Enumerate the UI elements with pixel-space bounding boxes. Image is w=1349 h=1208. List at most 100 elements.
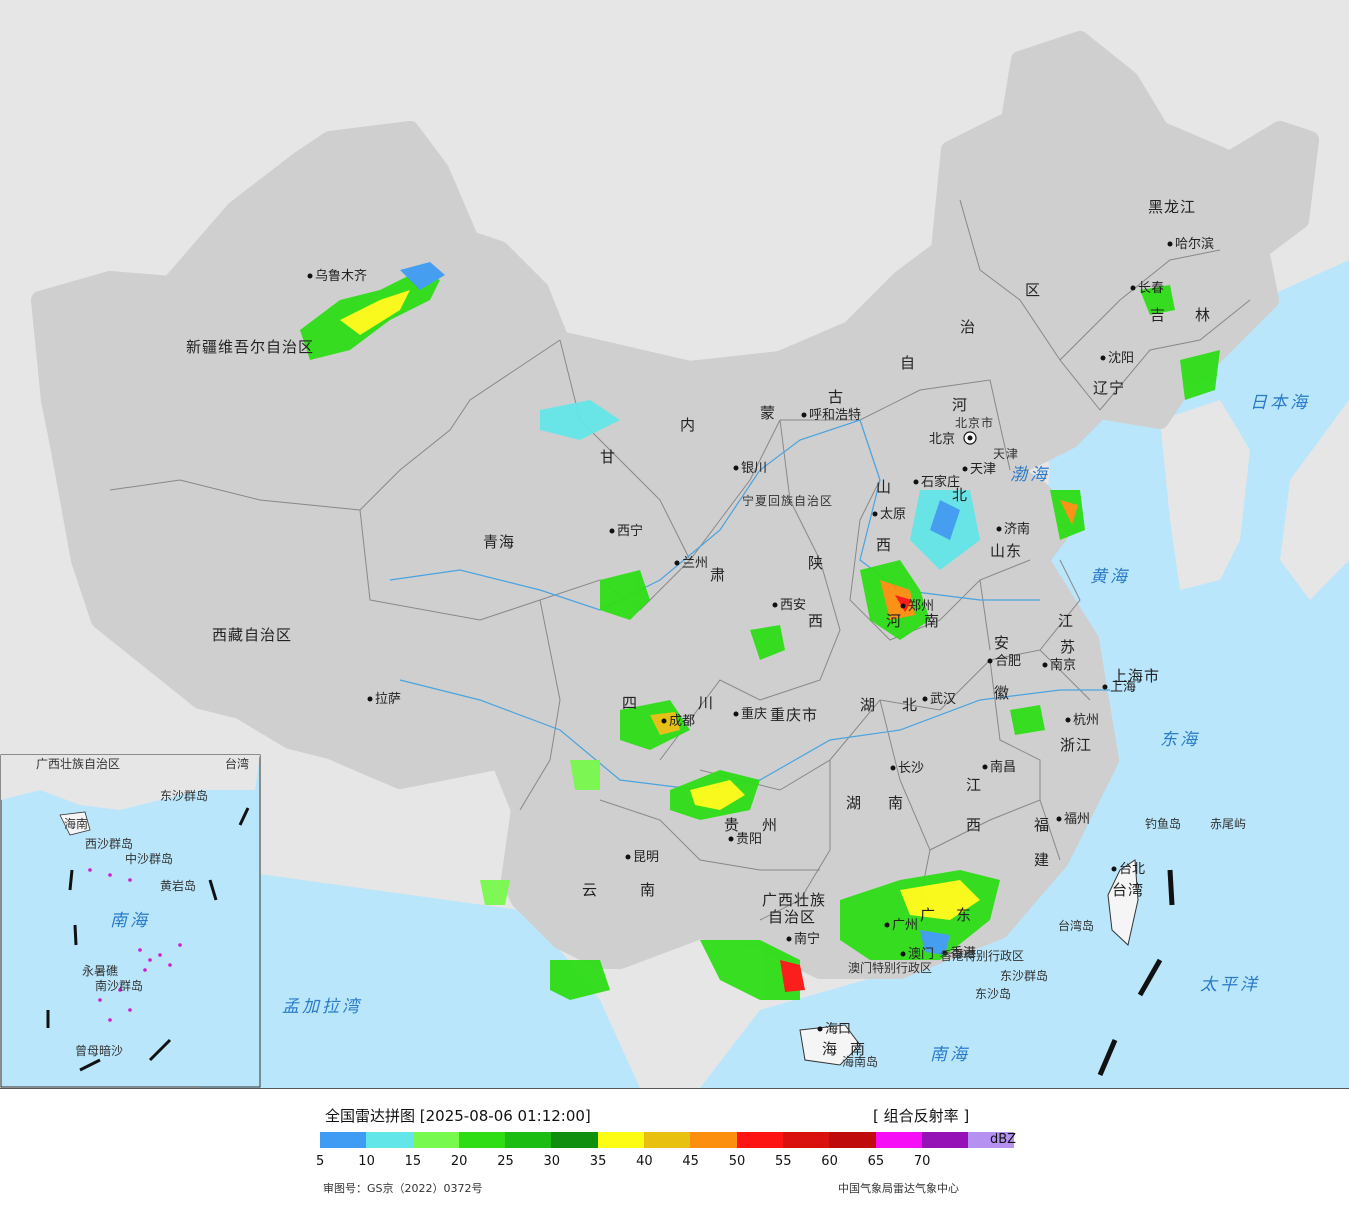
city-marker-icon	[962, 466, 968, 472]
prov-beijing: 北京市	[955, 415, 994, 430]
city-label: 天津	[970, 462, 996, 477]
city-label: 上海	[1110, 680, 1136, 695]
prov-nan: 南	[924, 612, 940, 630]
prov-bei2: 北	[902, 696, 918, 714]
prov-zhi: 治	[960, 318, 976, 336]
city-label: 沈阳	[1108, 351, 1134, 366]
prov-zi: 自	[900, 354, 916, 372]
scale-tick: 45	[682, 1154, 699, 1169]
city-label: 南京	[1050, 657, 1076, 673]
city-marker-icon	[609, 528, 615, 534]
prov-zizhiqu: 自治区	[768, 908, 816, 926]
city-label: 澳门	[908, 946, 934, 962]
legend-panel: 全国雷达拼图 [2025-08-06 01:12:00] [ 组合反射率 ] d…	[0, 1089, 1349, 1208]
city-label: 济南	[1004, 521, 1030, 537]
prov-taiwan: 台湾	[1112, 881, 1144, 899]
scale-tick: 35	[589, 1154, 607, 1169]
city-marker-icon	[1130, 285, 1136, 291]
city-marker-icon	[661, 718, 667, 724]
city-label: 合肥	[995, 654, 1021, 669]
city-marker-icon	[1056, 816, 1062, 822]
city-label: 西宁	[617, 523, 643, 539]
city-label: 西安	[780, 598, 806, 613]
island-diaoyu: 钓鱼岛	[1145, 816, 1181, 831]
scale-swatch	[829, 1132, 876, 1148]
sea-mengjialawan: 孟加拉湾	[282, 997, 362, 1017]
prov-su2: 苏	[1060, 638, 1076, 656]
city-label: 南昌	[990, 759, 1016, 775]
scale-swatch	[921, 1132, 969, 1148]
island-chiwei: 赤尾屿	[1210, 817, 1246, 831]
prov-xi3: 西	[966, 816, 982, 834]
city-label: 重庆	[741, 706, 767, 722]
prov-su: 肃	[710, 566, 726, 584]
scale-swatch	[320, 1132, 367, 1148]
prov-shanghai: 上海市	[1112, 667, 1160, 685]
prov-an: 安	[994, 634, 1010, 652]
city-label: 贵阳	[736, 832, 762, 847]
prov-zhejiang: 浙江	[1060, 736, 1092, 754]
sea-ribenhai: 日本海	[1250, 393, 1310, 413]
city-marker-icon	[367, 696, 373, 702]
city-label: 福州	[1064, 812, 1090, 827]
island-dongsha: 东沙岛	[975, 986, 1011, 1001]
city-label: 武汉	[930, 692, 956, 707]
inset-label-hainan: 海南	[64, 816, 88, 831]
prov-he2: 河	[886, 612, 902, 630]
prov-gui: 贵	[724, 816, 740, 834]
prov-ji: 吉	[1150, 306, 1166, 324]
prov-meng: 蒙	[760, 404, 776, 422]
scale-swatch	[782, 1132, 830, 1148]
city-label: 北京	[929, 432, 955, 447]
city-label: 银川	[741, 461, 767, 476]
scale-swatch	[366, 1132, 413, 1148]
radar-map[interactable]: 广西壮族自治区 海南 东沙群岛 中沙群岛 黄岩岛 西沙群岛 南海 永暑礁 南沙群…	[0, 0, 1349, 1089]
label-hk-sar: 香港特别行政区	[940, 948, 1024, 963]
sea-nanhai: 南海	[930, 1045, 970, 1065]
city-marker-icon	[786, 936, 792, 942]
prov-dong: 东	[956, 906, 972, 924]
prov-jian: 建	[1034, 851, 1050, 869]
prov-guang: 广	[920, 906, 936, 924]
city-label: 郑州	[908, 599, 934, 614]
prov-xizang: 西藏自治区	[212, 626, 292, 644]
scale-tick: 30	[543, 1154, 561, 1169]
inset-label-zengmu: 曾母暗沙	[75, 1043, 123, 1058]
scale-swatch	[968, 1132, 1015, 1148]
prov-nan2: 南	[888, 794, 904, 812]
prov-zhou: 州	[762, 816, 778, 834]
scale-swatch	[736, 1132, 783, 1148]
prov-shan: 山	[876, 478, 892, 496]
inset-label-dongsha: 东沙群岛	[160, 788, 208, 803]
city-label: 长沙	[898, 761, 924, 776]
city-label: 兰州	[682, 556, 708, 571]
city-label: 昆明	[633, 850, 659, 865]
product-label: [ 组合反射率 ]	[873, 1107, 970, 1125]
color-scale	[320, 1132, 1015, 1148]
approval-number: 审图号：GS京（2022）0372号	[323, 1182, 483, 1195]
scale-tick: 15	[404, 1154, 422, 1169]
city-label: 成都	[669, 714, 695, 729]
prov-nei: 内	[680, 416, 696, 434]
scale-swatch	[690, 1132, 737, 1148]
inset-label-nanhai: 南海	[110, 911, 150, 931]
city-label: 乌鲁木齐	[315, 268, 367, 284]
scale-swatch	[597, 1132, 645, 1148]
prov-qu: 区	[1025, 281, 1041, 299]
prov-si: 四	[622, 694, 638, 712]
city-marker-icon	[1111, 866, 1117, 872]
prov-chongqing: 重庆市	[770, 706, 818, 724]
city-marker-icon	[728, 836, 734, 842]
prov-bei: 北	[952, 486, 968, 504]
prov-heilongjiang: 黑龙江	[1148, 198, 1196, 216]
prov-hai: 海	[822, 1040, 838, 1058]
city-marker-icon	[1042, 662, 1048, 668]
prov-jiang2: 江	[1058, 612, 1074, 630]
city-label: 南宁	[794, 931, 820, 947]
city-label: 长春	[1138, 281, 1164, 296]
sea-bohai: 渤海	[1010, 465, 1050, 485]
city-marker-icon	[1102, 684, 1108, 690]
city-label: 呼和浩特	[809, 408, 861, 423]
city-marker-icon	[817, 1026, 823, 1032]
prov-shaan: 陕	[808, 554, 824, 572]
